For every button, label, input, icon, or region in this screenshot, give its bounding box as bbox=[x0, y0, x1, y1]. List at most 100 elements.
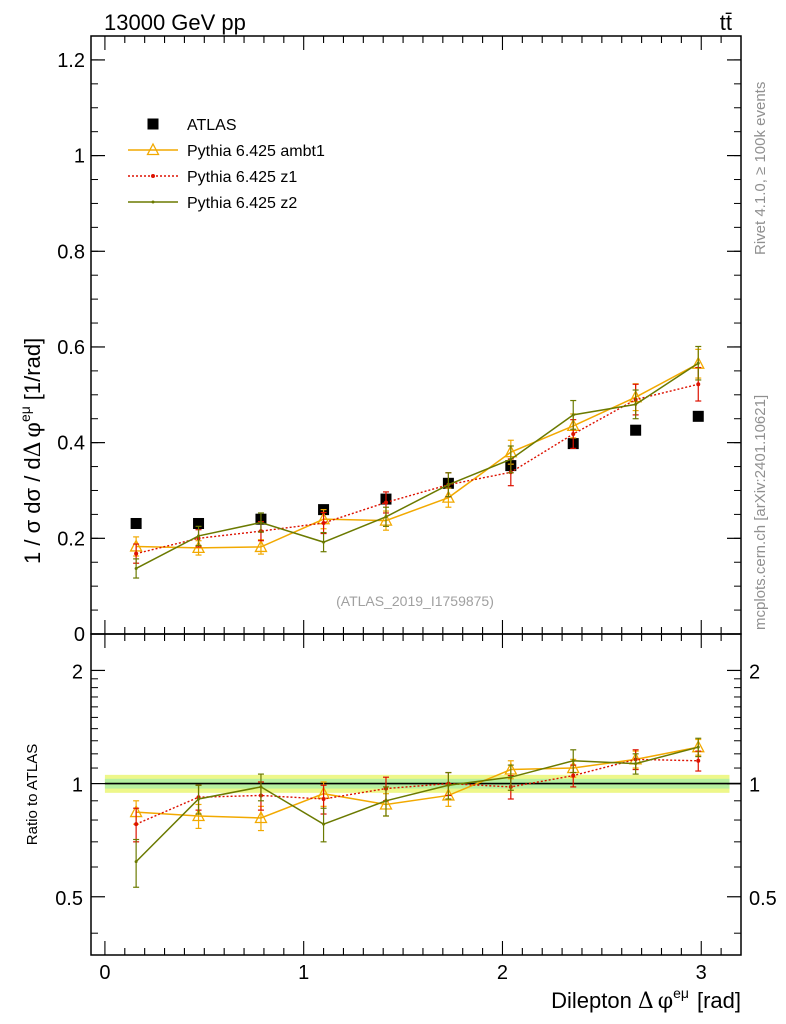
main-y-axis-label: 1 / σ dσ / dΔφeμ [1/rad] bbox=[17, 338, 46, 564]
x-tick-label: 2 bbox=[497, 962, 508, 984]
main-point-z2 bbox=[259, 521, 263, 525]
ratio-point-z2 bbox=[696, 745, 700, 749]
legend-entry-ambt1: Pythia 6.425 ambt1 bbox=[128, 142, 325, 160]
ratio-ytick-label-right: 2 bbox=[749, 661, 760, 683]
ratio-point-ambt1 bbox=[191, 808, 206, 822]
ratio-line-z2 bbox=[135, 746, 699, 863]
main-point-z2 bbox=[322, 540, 326, 544]
main-axis-ticks: 0 0.2 0.4 0.6 0.8 1 1.2 bbox=[57, 35, 741, 646]
ratio-axis-ticks: 0.5 0.5 1 1 2 2 0 1 2 3 bbox=[55, 634, 777, 984]
main-ytick-label: 1.2 bbox=[57, 50, 85, 72]
ratio-point-z2 bbox=[571, 759, 575, 763]
main-point-z2 bbox=[571, 413, 575, 417]
ratio-y-axis-label: Ratio to ATLAS bbox=[24, 744, 41, 845]
ratio-point-z1 bbox=[321, 796, 326, 801]
main-point-z2 bbox=[384, 515, 388, 519]
main-series-ambt1 bbox=[129, 348, 705, 557]
main-ytick-label: 0 bbox=[74, 624, 85, 646]
legend-label-ambt1: Pythia 6.425 ambt1 bbox=[187, 143, 325, 160]
analysis-reference-label: (ATLAS_2019_I1759875) bbox=[336, 593, 494, 609]
legend-entry-z1: Pythia 6.425 z1 bbox=[128, 169, 297, 186]
main-point-z1 bbox=[571, 432, 576, 437]
main-series-z2 bbox=[133, 345, 702, 579]
ratio-line-z1 bbox=[135, 758, 699, 825]
main-point-z1 bbox=[134, 551, 139, 556]
rivet-version-label: Rivet 4.1.0, ≥ 100k events bbox=[752, 82, 769, 255]
xlabel-text: Dilepton bbox=[551, 988, 632, 1013]
ratio-series-layer bbox=[129, 737, 705, 888]
ylabel-phi: φ bbox=[21, 422, 46, 437]
main-point-z2 bbox=[446, 483, 450, 487]
xlabel-superscript: eμ bbox=[673, 985, 689, 1001]
ratio-ytick-label-left: 0.5 bbox=[55, 888, 83, 910]
xlabel-delta: Δ bbox=[638, 989, 654, 1014]
legend: ATLAS Pythia 6.425 ambt1 Pythia 6.425 z1 Py… bbox=[128, 117, 325, 212]
main-line-z1 bbox=[135, 383, 699, 555]
ylabel-text: 1 / σ dσ / d bbox=[20, 457, 45, 564]
main-series-atlas bbox=[130, 410, 704, 529]
legend-marker-z1 bbox=[151, 174, 155, 178]
main-point-z2 bbox=[509, 457, 513, 461]
main-point-atlas bbox=[130, 517, 142, 529]
main-point-z1 bbox=[383, 500, 388, 505]
main-series-layer bbox=[129, 345, 705, 579]
main-point-z1 bbox=[321, 521, 326, 526]
ratio-point-z2 bbox=[446, 783, 450, 787]
ratio-point-ambt1 bbox=[254, 810, 268, 824]
main-panel: 0 0.2 0.4 0.6 0.8 1 1.2 1 / σ dσ / dΔφeμ [1/rad… bbox=[17, 35, 742, 646]
legend-entry-z2: Pythia 6.425 z2 bbox=[128, 195, 297, 212]
x-tick-label: 3 bbox=[696, 962, 707, 984]
ratio-point-z2 bbox=[634, 762, 638, 766]
ratio-point-z2 bbox=[134, 860, 138, 864]
ratio-point-z2 bbox=[509, 775, 513, 779]
main-point-atlas bbox=[630, 424, 642, 436]
main-ytick-label: 0.4 bbox=[57, 433, 85, 455]
main-ytick-label: 0.6 bbox=[57, 337, 85, 359]
energy-label: 13000 GeV pp bbox=[104, 10, 246, 35]
main-point-z2 bbox=[197, 534, 201, 538]
ylabel-unit: [1/rad] bbox=[20, 338, 45, 400]
ratio-uncertainty-band bbox=[104, 774, 741, 793]
main-point-z1 bbox=[696, 382, 701, 387]
ratio-ytick-label-right: 1 bbox=[749, 775, 760, 797]
main-line-z2 bbox=[135, 362, 699, 570]
legend-marker-atlas bbox=[147, 118, 159, 130]
ratio-ytick-label-left: 2 bbox=[72, 661, 83, 683]
process-label: tt̄ bbox=[720, 10, 732, 35]
ratio-ytick-label-left: 1 bbox=[72, 775, 83, 797]
main-point-atlas bbox=[193, 517, 205, 529]
ratio-point-z1 bbox=[571, 773, 576, 778]
legend-marker-z2 bbox=[151, 200, 155, 204]
legend-label-atlas: ATLAS bbox=[187, 117, 237, 134]
main-ytick-label: 0.2 bbox=[57, 528, 85, 550]
legend-entry-atlas: ATLAS bbox=[147, 117, 237, 134]
xlabel-unit: [rad] bbox=[697, 988, 741, 1013]
main-point-z2 bbox=[134, 566, 138, 570]
ratio-point-z2 bbox=[384, 799, 388, 803]
ratio-point-ambt1 bbox=[441, 788, 455, 801]
x-tick-label: 1 bbox=[298, 962, 309, 984]
main-point-atlas bbox=[692, 410, 704, 422]
main-series-z1 bbox=[133, 366, 702, 564]
main-line-ambt1 bbox=[136, 363, 699, 549]
ratio-point-z1 bbox=[696, 758, 701, 763]
legend-label-z1: Pythia 6.425 z1 bbox=[187, 169, 297, 186]
xlabel-phi: φ bbox=[658, 989, 673, 1014]
x-tick-label: 0 bbox=[99, 962, 110, 984]
main-ytick-label: 1 bbox=[74, 146, 85, 168]
legend-marker-ambt1 bbox=[146, 142, 160, 156]
main-ytick-label: 0.8 bbox=[57, 241, 85, 263]
legend-label-z2: Pythia 6.425 z2 bbox=[187, 195, 297, 212]
ylabel-superscript: eμ bbox=[17, 406, 33, 422]
ratio-point-z2 bbox=[197, 797, 201, 801]
ratio-line-ambt1 bbox=[136, 746, 699, 819]
main-point-ambt1 bbox=[254, 539, 268, 553]
main-point-z2 bbox=[634, 402, 638, 406]
ratio-point-z2 bbox=[259, 785, 263, 789]
ratio-panel-frame bbox=[90, 633, 742, 956]
main-point-z2 bbox=[696, 361, 700, 365]
ylabel-delta: Δ bbox=[21, 441, 46, 457]
